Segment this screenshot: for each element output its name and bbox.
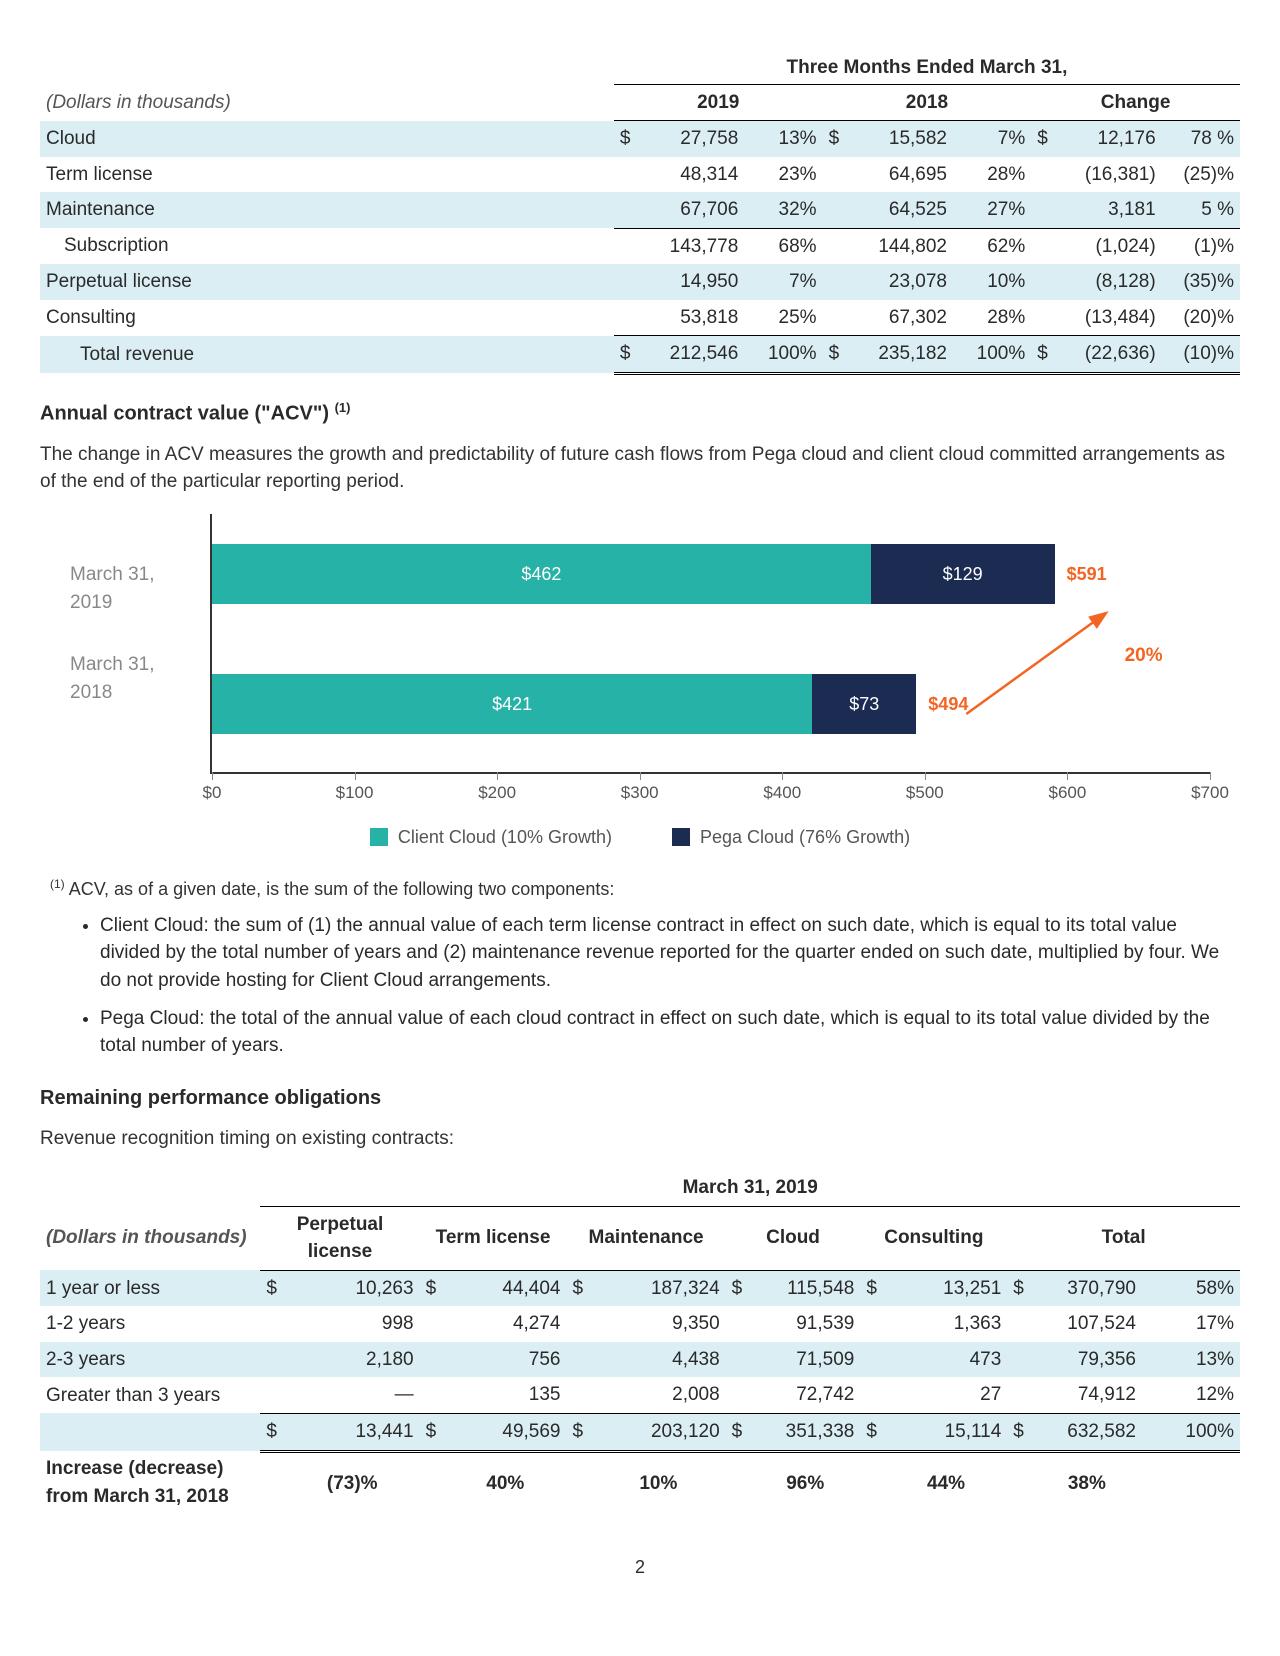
table-row: Perpetual license14,9507%23,07810%(8,128… [40,264,1240,300]
table-row: Maintenance67,70632%64,52527%3,1815 % [40,192,1240,228]
table-row: $13,441$49,569$203,120$351,338$15,114$63… [40,1413,1240,1451]
col-2018: 2018 [823,84,1032,121]
col-2019: 2019 [614,84,823,121]
acv-footnote-bullets: Client Cloud: the sum of (1) the annual … [100,912,1230,1060]
table-row: Subscription143,77868%144,80262%(1,024)(… [40,228,1240,264]
table-row: Consulting53,81825%67,30228%(13,484)(20)… [40,300,1240,336]
chart-legend: Client Cloud (10% Growth) Pega Cloud (76… [70,824,1210,850]
acv-chart: March 31, 2019 March 31, 2018 $462$129$5… [70,514,1210,850]
acv-heading: Annual contract value ("ACV") (1) [40,399,1240,429]
table-row: Cloud$27,75813%$15,5827%$12,17678 % [40,121,1240,157]
table2-group-header: March 31, 2019 [260,1170,1240,1206]
table-row: 1-2 years9984,2749,35091,5391,363107,524… [40,1306,1240,1342]
table-row: 1 year or less$10,263$44,404$187,324$115… [40,1270,1240,1306]
table-row: Term license48,31423%64,69528%(16,381)(2… [40,157,1240,193]
chart-y-labels: March 31, 2019 March 31, 2018 [70,514,210,774]
acv-text: The change in ACV measures the growth an… [40,441,1240,496]
table1-group-header: Three Months Ended March 31, [614,50,1240,84]
rpo-table: March 31, 2019 (Dollars in thousands) Pe… [40,1170,1240,1514]
table2-caption: (Dollars in thousands) [40,1206,260,1270]
acv-footnote-lead: (1) ACV, as of a given date, is the sum … [50,876,1240,902]
page-number: 2 [40,1554,1240,1580]
rpo-heading: Remaining performance obligations [40,1084,1240,1113]
col-change: Change [1031,84,1240,121]
table-row: Greater than 3 years—1352,00872,7422774,… [40,1377,1240,1413]
rpo-text: Revenue recognition timing on existing c… [40,1125,1240,1153]
table-row: 2-3 years2,1807564,43871,50947379,35613% [40,1342,1240,1378]
table2-change-row: Increase (decrease) from March 31, 2018(… [40,1451,1240,1514]
table-row: Total revenue$212,546100%$235,182100%$(2… [40,336,1240,374]
chart-plot: $462$129$591$421$73$494 20%$0$100$200$30… [210,514,1210,774]
table1-caption: (Dollars in thousands) [40,84,614,121]
revenue-table: Three Months Ended March 31, (Dollars in… [40,50,1240,375]
